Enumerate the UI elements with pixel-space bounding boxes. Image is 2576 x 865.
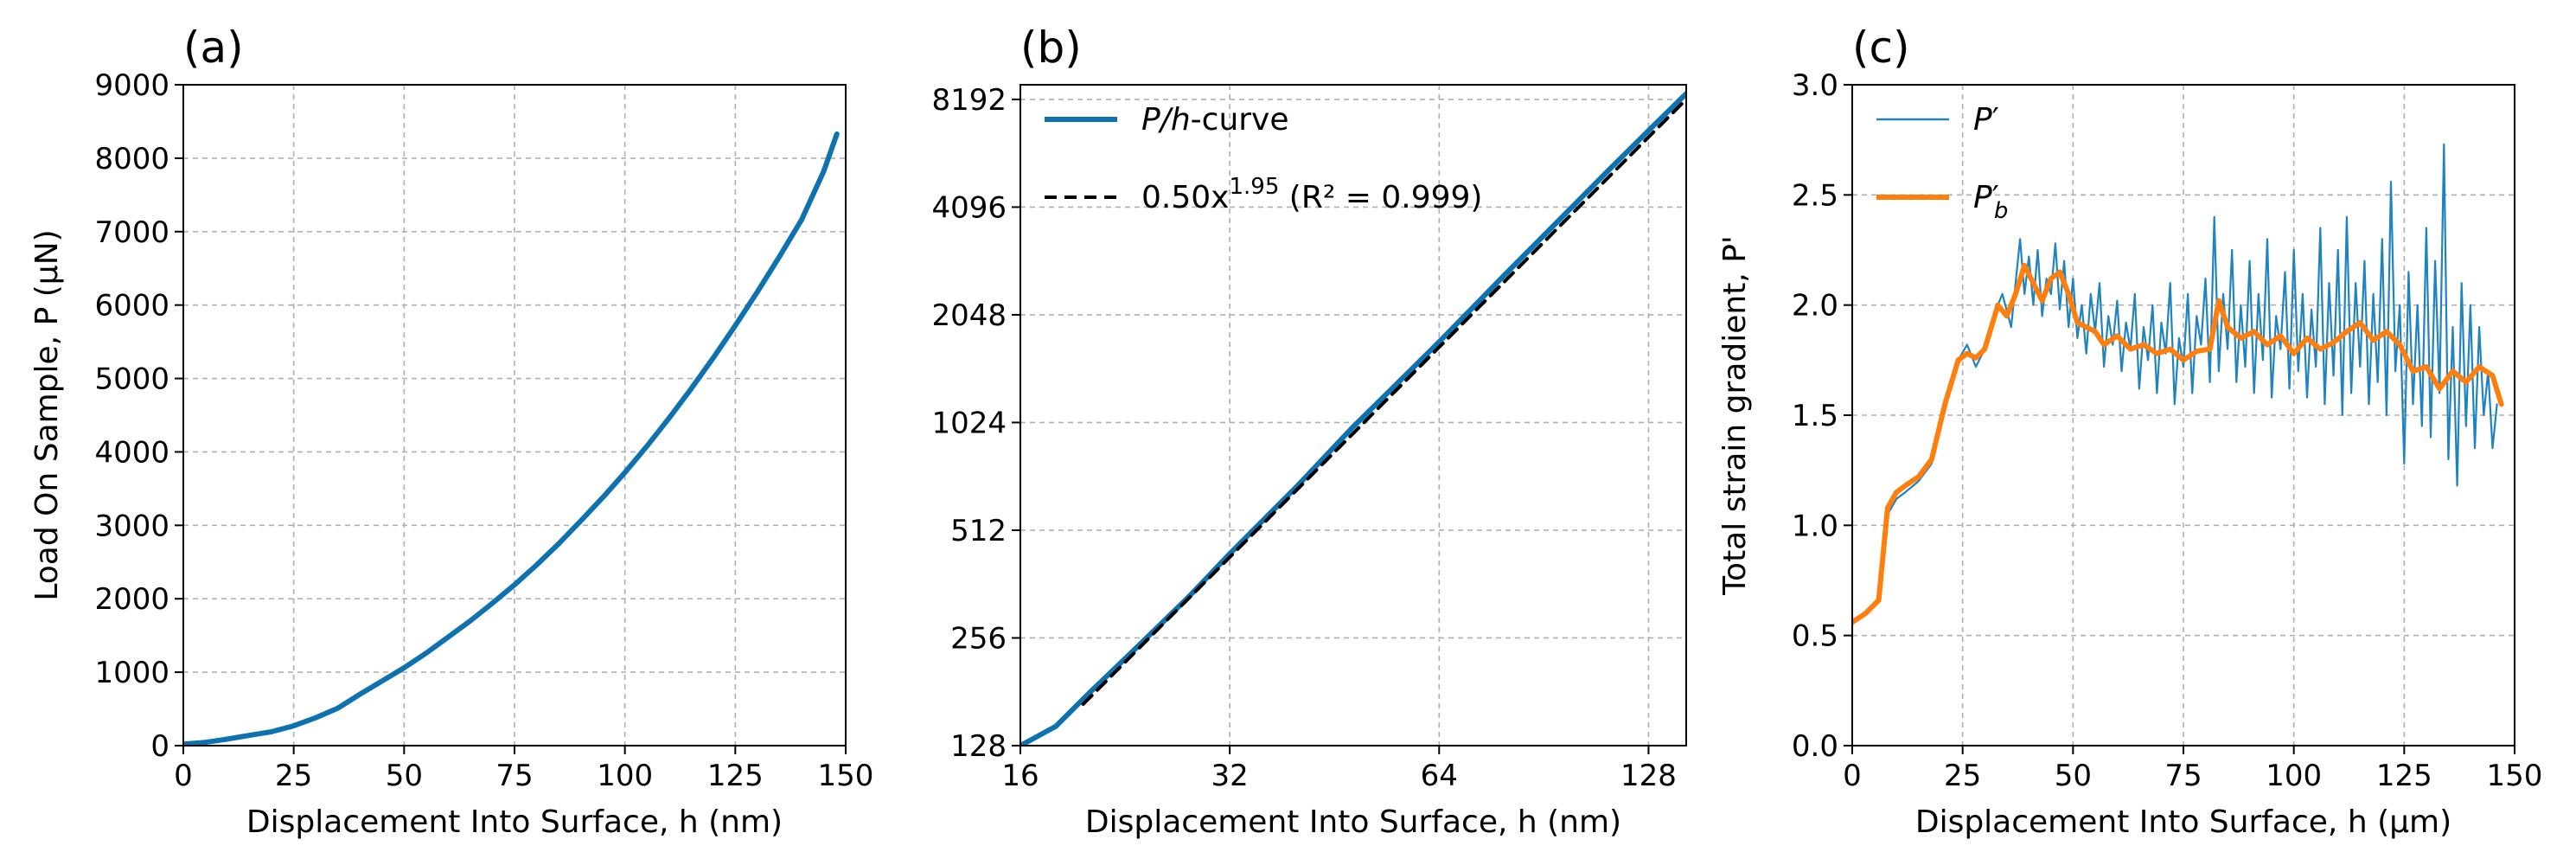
series-line-2 bbox=[1852, 262, 2504, 625]
y-axis-label: Load On Sample, P (µN) bbox=[29, 229, 65, 600]
panel-a: 0 25 50 75 100 125 150 0 1000 2000 3000 4000 5000 600… bbox=[29, 22, 873, 840]
x-tick-label: 125 bbox=[2376, 759, 2432, 793]
y-tick-label: 1.5 bbox=[1792, 399, 1838, 433]
x-tick-label: 50 bbox=[386, 759, 423, 793]
x-tick-label: 125 bbox=[707, 759, 764, 793]
legend-entry-1: P′ bbox=[1973, 102, 1999, 138]
y-tick-label: 3.0 bbox=[1792, 68, 1838, 103]
y-tick-label: 4000 bbox=[94, 435, 169, 470]
x-tick-label: 25 bbox=[1944, 759, 1981, 793]
x-tick-label: 150 bbox=[818, 759, 874, 793]
legend-entry-1: P/h-curve bbox=[1141, 102, 1289, 138]
legend-prime: ′ bbox=[1992, 102, 1999, 138]
legend-entry-2: 0.50x1.95 (R² = 0.999) bbox=[1141, 174, 1482, 215]
y-tick-label: 1.0 bbox=[1792, 509, 1838, 543]
legend-text: 0.50x bbox=[1141, 180, 1229, 215]
y-tick-label: 8192 bbox=[931, 83, 1007, 118]
series-line-1 bbox=[1852, 143, 2498, 625]
x-tick-label: 16 bbox=[1001, 759, 1039, 793]
panel-b: 16 32 64 128 128 256 512 1024 2048 4096 8192 Displa… bbox=[931, 22, 1687, 840]
panel-c: 0 25 50 75 100 125 150 0.0 0.5 1.0 1.5 2.0 2.5 3.0 Dis… bbox=[1717, 22, 2542, 840]
x-tick-label: 128 bbox=[1620, 759, 1677, 793]
y-tick-label: 2.5 bbox=[1792, 178, 1838, 213]
x-tick-label: 0 bbox=[174, 759, 193, 793]
x-tick-label: 150 bbox=[2487, 759, 2543, 793]
x-axis-label: Displacement Into Surface, h (µm) bbox=[1915, 804, 2451, 840]
panel-label: (c) bbox=[1852, 22, 1910, 73]
legend-text: -curve bbox=[1191, 102, 1289, 138]
y-tick-label: 4096 bbox=[931, 190, 1007, 225]
y-tick-label: 2.0 bbox=[1792, 289, 1838, 324]
y-tick-label: 1000 bbox=[94, 656, 169, 690]
y-tick-label: 6000 bbox=[94, 289, 169, 324]
legend-prime: ′ bbox=[1992, 180, 1999, 215]
y-tick-label: 9000 bbox=[94, 68, 169, 103]
series-line-1 bbox=[1020, 91, 1686, 746]
x-tick-label: 100 bbox=[2266, 759, 2322, 793]
y-tick-label: 0.0 bbox=[1792, 729, 1838, 764]
x-tick-label: 64 bbox=[1421, 759, 1458, 793]
x-tick-label: 75 bbox=[2164, 759, 2202, 793]
y-tick-label: 512 bbox=[950, 514, 1007, 548]
x-tick-label: 100 bbox=[597, 759, 653, 793]
y-tick-label: 128 bbox=[950, 729, 1007, 764]
legend-text-italic: P/h bbox=[1141, 102, 1191, 138]
x-tick-label: 50 bbox=[2055, 759, 2092, 793]
series-line-2 bbox=[1081, 97, 1686, 706]
legend-text-italic: P bbox=[1973, 102, 1992, 138]
x-axis-label: Displacement Into Surface, h (nm) bbox=[246, 804, 783, 840]
x-tick-label: 32 bbox=[1211, 759, 1249, 793]
plot-frame bbox=[1020, 84, 1687, 746]
y-tick-label: 0 bbox=[150, 729, 169, 764]
panel-label: (b) bbox=[1020, 22, 1082, 73]
y-axis-label: Total strain gradient, P' bbox=[1717, 235, 1753, 596]
series-line-1 bbox=[183, 131, 840, 746]
y-tick-label: 8000 bbox=[94, 142, 169, 176]
y-tick-label: 7000 bbox=[94, 215, 169, 250]
x-tick-label: 0 bbox=[1843, 759, 1862, 793]
legend-entry-2: P′b bbox=[1973, 180, 2008, 224]
legend-subscript: b bbox=[1994, 198, 2009, 224]
legend-exponent: 1.95 bbox=[1229, 174, 1279, 200]
legend-text: (R² = 0.999) bbox=[1279, 180, 1482, 215]
y-tick-label: 256 bbox=[950, 621, 1007, 656]
legend-text-italic: P bbox=[1973, 180, 1992, 215]
x-axis-label: Displacement Into Surface, h (nm) bbox=[1085, 804, 1621, 840]
y-tick-label: 5000 bbox=[94, 362, 169, 397]
y-tick-label: 2000 bbox=[94, 582, 169, 617]
x-tick-label: 25 bbox=[275, 759, 312, 793]
y-tick-label: 2048 bbox=[931, 298, 1007, 333]
panel-label: (a) bbox=[183, 22, 244, 73]
x-tick-label: 75 bbox=[495, 759, 533, 793]
y-tick-label: 1024 bbox=[931, 406, 1007, 440]
y-tick-label: 0.5 bbox=[1792, 619, 1838, 654]
y-tick-label: 3000 bbox=[94, 509, 169, 543]
